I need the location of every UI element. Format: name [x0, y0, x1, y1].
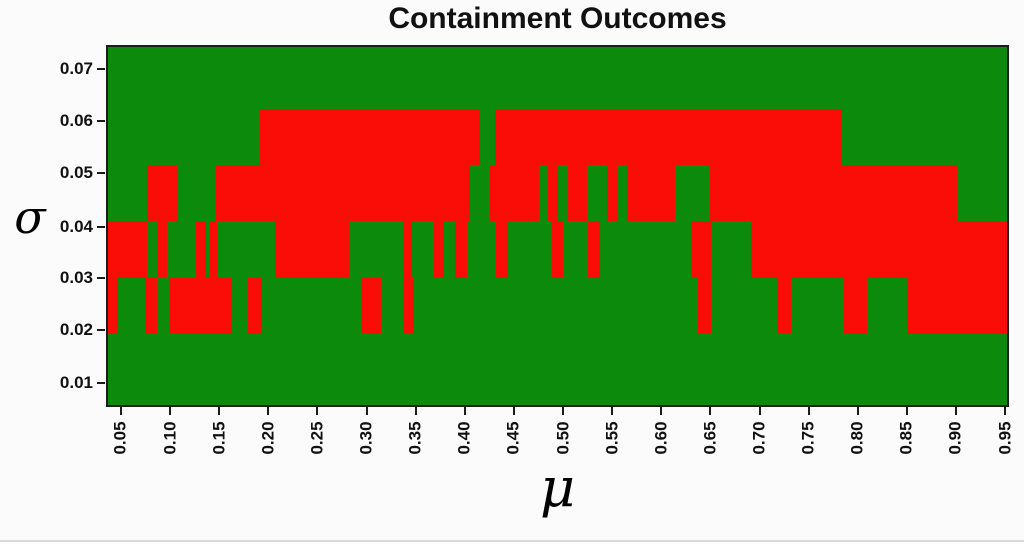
heatmap-red-segment	[168, 277, 232, 334]
x-axis-tick-mark	[905, 407, 908, 415]
heatmap-red-segment	[455, 221, 468, 278]
heatmap-red-segment	[108, 221, 148, 278]
heatmap-red-segment	[248, 277, 262, 334]
heatmap-red-segment	[274, 221, 349, 278]
heatmap-red-segment	[402, 277, 415, 334]
sigma-axis-label: σ	[14, 190, 46, 244]
heatmap-red-segment	[697, 277, 711, 334]
y-axis-tick-label: 0.01	[59, 373, 93, 393]
y-axis-tick-label: 0.04	[59, 216, 93, 236]
heatmap-red-segment	[607, 165, 617, 222]
heatmap-red-segment	[489, 165, 539, 222]
x-axis-tick-mark	[365, 407, 368, 415]
heatmap-red-segment	[215, 165, 471, 222]
x-axis-tick-mark	[414, 407, 417, 415]
heatmap-red-segment	[548, 165, 559, 222]
x-axis-tick-mark	[562, 407, 565, 415]
heatmap-red-segment	[145, 277, 158, 334]
heatmap-red-segment	[209, 221, 217, 278]
x-axis-tick-mark	[611, 407, 614, 415]
y-axis-tick-label: 0.03	[59, 268, 93, 288]
mu-axis-label: μ	[539, 456, 576, 519]
x-axis-tick-mark	[660, 407, 663, 415]
heatmap-red-segment	[196, 221, 207, 278]
y-axis-tick-mark	[97, 119, 105, 122]
y-axis-tick-mark	[97, 225, 105, 228]
x-axis-tick-mark	[218, 407, 221, 415]
heatmap-red-segment	[552, 221, 564, 278]
y-axis-tick-label: 0.02	[59, 320, 93, 339]
heatmap-red-segment	[777, 277, 791, 334]
heatmap-red-segment	[709, 165, 958, 222]
x-axis-tick-mark	[267, 407, 270, 415]
x-axis-tick-mark	[758, 407, 761, 415]
heatmap-red-segment	[588, 221, 601, 278]
heatmap-red-segment	[433, 221, 444, 278]
heatmap-red-segment	[907, 277, 1007, 334]
x-axis-tick-mark	[856, 407, 859, 415]
y-axis-tick-mark	[97, 277, 105, 280]
bottom-divider	[0, 540, 1024, 542]
y-axis-tick-mark	[97, 68, 105, 71]
y-axis-tick-mark	[97, 329, 105, 331]
x-axis-tick-mark	[512, 407, 515, 415]
heatmap-red-segment	[259, 108, 480, 166]
heatmap-red-segment	[567, 165, 588, 222]
chart-title: Containment Outcomes	[388, 2, 727, 35]
heatmap-plot	[106, 45, 1009, 407]
x-axis-tick-mark	[954, 407, 957, 415]
x-axis-tick-mark	[463, 407, 466, 415]
y-axis-tick-mark	[97, 382, 105, 385]
x-axis-tick-mark	[169, 407, 172, 415]
y-axis-tick-label: 0.05	[59, 163, 93, 183]
heatmap-red-segment	[360, 277, 382, 334]
heatmap-red-segment	[402, 221, 413, 278]
x-axis-tick-mark	[1004, 407, 1007, 415]
heatmap-red-segment	[750, 221, 1007, 278]
heatmap-red-segment	[147, 165, 177, 222]
y-axis-tick-mark	[97, 172, 105, 175]
x-axis-tick-mark	[807, 407, 810, 415]
heatmap-red-segment	[691, 221, 711, 278]
heatmap-red-segment	[494, 108, 842, 166]
x-axis-tick-mark	[709, 407, 712, 415]
y-axis-tick-label: 0.07	[59, 59, 93, 79]
heatmap-red-segment	[495, 221, 509, 278]
x-axis-tick-mark	[316, 407, 319, 415]
x-axis-tick-mark	[120, 407, 123, 415]
heatmap-red-segment	[626, 165, 676, 222]
heatmap-red-segment	[157, 221, 167, 278]
heatmap-red-segment	[843, 277, 868, 334]
y-axis-tick-label: 0.06	[59, 110, 93, 130]
heatmap-red-segment	[108, 277, 119, 334]
